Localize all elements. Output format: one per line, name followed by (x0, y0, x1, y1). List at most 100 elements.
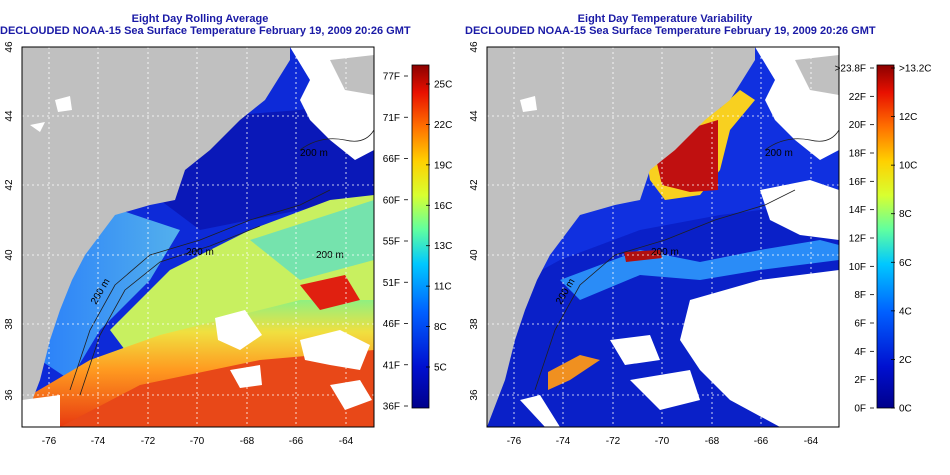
right-colorbar-f-label: 4F (854, 347, 866, 358)
left-slope-cyan (250, 200, 374, 280)
right-colorbar-f-labels: >23.8F 22F 20F 18F 16F 14F 12F 10F 8F 6F 4F 2F 0F (835, 64, 874, 415)
left-map-frame (21, 46, 375, 428)
left-colorbar-c-label: 8C (434, 322, 447, 333)
right-cloud (680, 270, 839, 427)
left-warm-eddy (300, 275, 360, 310)
right-colorbar-f-label: 16F (849, 177, 866, 188)
left-colorbar-c-labels: 25C 22C 19C 16C 13C 11C 8C 5C (426, 80, 452, 374)
left-x-tick: -72 (141, 436, 156, 447)
left-warm-core (60, 350, 374, 427)
right-colorbar-f-label: >23.8F (835, 64, 866, 75)
left-lake (30, 122, 45, 132)
right-colorbar-c-label: 0C (899, 404, 912, 415)
left-cloud (230, 365, 262, 388)
right-land-us (487, 47, 755, 427)
right-panel-title: Eight Day Temperature Variability DECLOU… (465, 13, 876, 37)
right-title-line2: DECLOUDED NOAA-15 Sea Surface Temperatur… (465, 25, 876, 37)
left-colorbar-f-label: 55F (383, 237, 400, 248)
left-colorbar-f-label: 77F (383, 72, 400, 83)
right-y-tick: 40 (469, 249, 480, 261)
left-colorbar-f-label: 41F (383, 360, 400, 371)
left-map: 200 m 200 m 200 m 200 m (22, 47, 374, 427)
left-colorbar-c-label: 25C (434, 80, 452, 91)
left-x-tick: -76 (42, 436, 57, 447)
right-colorbar: >23.8F 22F 20F 18F 16F 14F 12F 10F 8F 6F 4F 2F 0F >1… (835, 64, 932, 415)
left-colorbar-scale (411, 64, 430, 409)
right-colorbar-f-label: 20F (849, 120, 866, 131)
left-cloud (330, 380, 372, 410)
right-x-tick: -64 (804, 436, 819, 447)
left-y-tick: 42 (4, 179, 15, 191)
right-var-front-warm (624, 250, 662, 262)
left-cloud (215, 310, 262, 350)
right-cloud (610, 335, 660, 365)
right-x-tick: -76 (507, 436, 522, 447)
right-contour-label: 200 m (765, 148, 793, 159)
right-colorbar-f-label: 18F (849, 149, 866, 160)
right-y-tick: 36 (469, 389, 480, 401)
left-y-tick: 46 (4, 41, 15, 53)
left-panel-title: Eight Day Rolling Average DECLOUDED NOAA… (0, 13, 411, 37)
right-colorbar-f-label: 6F (854, 319, 866, 330)
right-colorbar-f-label: 12F (849, 234, 866, 245)
left-x-axis: -76 -74 -72 -70 -68 -66 -64 (42, 436, 354, 447)
right-colorbar-c-label: 12C (899, 112, 917, 123)
left-colorbar-c-label: 5C (434, 363, 447, 374)
left-land-canada (330, 55, 374, 95)
left-y-tick: 40 (4, 249, 15, 261)
left-x-tick: -68 (240, 436, 255, 447)
right-colorbar-f-label: 14F (849, 205, 866, 216)
right-y-tick: 46 (469, 41, 480, 53)
right-grid (487, 47, 839, 427)
left-x-tick: -66 (289, 436, 304, 447)
left-cloud (300, 330, 370, 370)
right-colorbar-c-label: 4C (899, 306, 912, 317)
left-colorbar-c-label: 22C (434, 120, 452, 131)
right-y-tick: 42 (469, 179, 480, 191)
right-cloud (630, 370, 700, 410)
left-contour-label: 200 m (186, 247, 214, 258)
left-land-us (22, 47, 290, 427)
left-x-tick: -74 (91, 436, 106, 447)
left-colorbar-c-label: 11C (434, 282, 452, 293)
left-contour-label: 200 m (316, 250, 344, 261)
right-colorbar-c-label: 2C (899, 355, 912, 366)
right-colorbar-f-label: 2F (854, 375, 866, 386)
right-var-core (655, 120, 718, 192)
left-grid (22, 47, 374, 427)
right-colorbar-scale (876, 64, 895, 409)
left-x-tick: -64 (339, 436, 354, 447)
left-y-tick: 36 (4, 389, 15, 401)
left-colorbar-f-label: 51F (383, 278, 400, 289)
left-title-line2: DECLOUDED NOAA-15 Sea Surface Temperatur… (0, 25, 411, 37)
left-colorbar-f-label: 71F (383, 113, 400, 124)
right-colorbar-f-label: 8F (854, 290, 866, 301)
right-var-coastal (548, 355, 600, 390)
right-colorbar-c-labels: >13.2C 12C 10C 8C 6C 4C 2C 0C (891, 64, 932, 415)
right-x-tick: -70 (655, 436, 670, 447)
left-x-tick: -70 (190, 436, 205, 447)
right-colorbar-c-label: 10C (899, 161, 917, 172)
left-colorbar-c-label: 16C (434, 201, 452, 212)
left-colorbar-f-label: 60F (383, 195, 400, 206)
right-lake (520, 96, 537, 112)
right-contour-200m (534, 189, 796, 391)
right-colorbar-f-label: 0F (854, 404, 866, 415)
right-colorbar-c-label: 8C (899, 209, 912, 220)
left-contour-label: 200 m (300, 148, 328, 159)
left-title-line1: Eight Day Rolling Average (131, 13, 269, 25)
left-contour-200m (69, 189, 331, 391)
right-x-tick: -74 (556, 436, 571, 447)
right-y-tick: 44 (469, 110, 480, 122)
left-colorbar-f-label: 36F (383, 402, 400, 413)
right-y-axis: 36 38 40 42 44 46 (469, 41, 480, 401)
right-x-tick: -66 (754, 436, 769, 447)
right-contour-scotian (764, 129, 839, 151)
right-colorbar-f-label: 22F (849, 92, 866, 103)
left-colorbar-c-label: 19C (434, 160, 452, 171)
right-colorbar-f-label: 10F (849, 262, 866, 273)
right-map: 200 m 200 m 200 m (487, 47, 839, 427)
right-x-tick: -68 (705, 436, 720, 447)
left-contour-shelf (79, 225, 261, 396)
